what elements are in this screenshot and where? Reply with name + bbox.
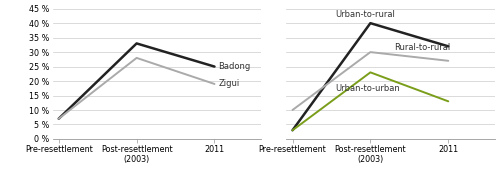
Text: Rural-to-rural: Rural-to-rural [394,43,450,52]
Text: Urban-to-rural: Urban-to-rural [336,10,395,19]
Text: Badong: Badong [218,62,250,71]
Text: Urban-to-urban: Urban-to-urban [336,84,400,93]
Text: Zigui: Zigui [218,80,240,88]
